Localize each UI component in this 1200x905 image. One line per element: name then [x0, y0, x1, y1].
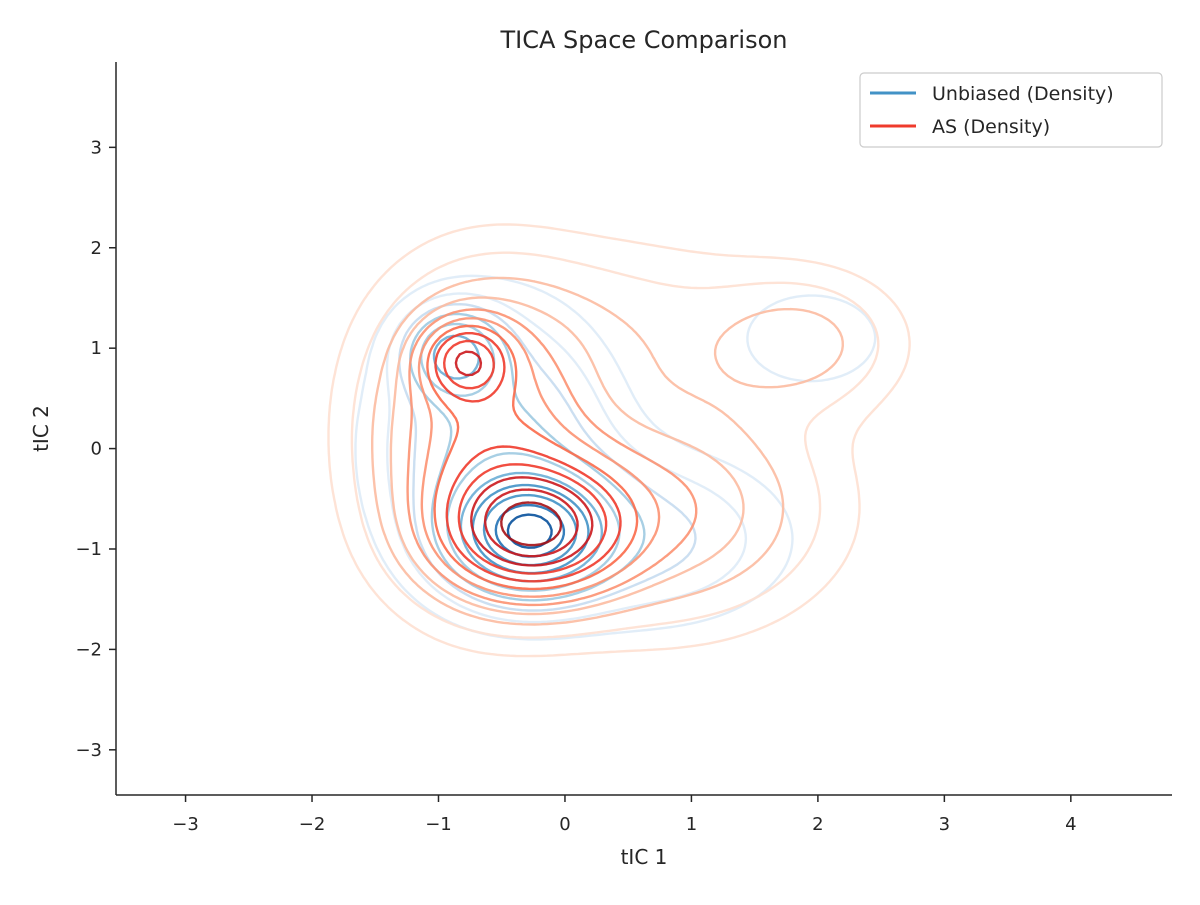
- x-tick-label: 4: [1065, 814, 1076, 835]
- y-tick-label: −2: [75, 639, 102, 660]
- x-tick-label: −1: [425, 814, 452, 835]
- x-tick-label: −2: [299, 814, 326, 835]
- contour-unbiased-level-4: [420, 322, 621, 592]
- contour-unbiased-level-9: [506, 513, 553, 549]
- x-tick-label: 0: [559, 814, 570, 835]
- contour-as-level-11: [500, 501, 563, 547]
- contour-as-level-0: [327, 223, 911, 658]
- y-axis-label: tIC 2: [29, 405, 53, 452]
- contour-layer: [327, 223, 911, 658]
- y-ticks: −3 −2 −1 0 1 2 3: [75, 137, 116, 761]
- x-ticks: −3 −2 −1 0 1 2 3 4: [172, 795, 1077, 835]
- contour-as-level-3: [389, 296, 745, 616]
- y-tick-label: −3: [75, 740, 102, 761]
- contour-as-level-8: [443, 339, 608, 575]
- x-axis-label: tIC 1: [621, 845, 668, 869]
- legend-label-as: AS (Density): [932, 116, 1050, 138]
- y-tick-label: 3: [91, 137, 102, 158]
- contour-as-level-2: [371, 276, 844, 626]
- contour-unbiased-level-6: [471, 483, 590, 575]
- contour-as-level-5: [417, 317, 661, 598]
- x-tick-label: 1: [686, 814, 697, 835]
- contour-as-level-9: [454, 350, 594, 567]
- y-tick-label: −1: [75, 539, 102, 560]
- contour-as-level-10: [483, 488, 579, 558]
- y-tick-label: 2: [91, 238, 102, 259]
- y-tick-label: 0: [91, 439, 102, 460]
- legend: Unbiased (Density) AS (Density): [859, 72, 1163, 148]
- contour-as-level-7: [434, 332, 622, 583]
- contour-as-level-1: [350, 251, 880, 639]
- x-tick-label: −3: [172, 814, 199, 835]
- contour-as-level-6: [426, 324, 639, 591]
- chart-title: TICA Space Comparison: [499, 26, 787, 54]
- contour-unbiased-level-2: [398, 303, 697, 612]
- contour-as-level-4: [406, 308, 698, 607]
- contour-unbiased-level-3: [409, 312, 646, 602]
- axes: −3 −2 −1 0 1 2 3 4 −3 −2 −1 0 1 2 3: [75, 62, 1172, 835]
- y-tick-label: 1: [91, 338, 102, 359]
- legend-label-unbiased: Unbiased (Density): [932, 83, 1114, 105]
- x-tick-label: 3: [939, 814, 950, 835]
- legend-box: [859, 72, 1163, 148]
- x-tick-label: 2: [812, 814, 823, 835]
